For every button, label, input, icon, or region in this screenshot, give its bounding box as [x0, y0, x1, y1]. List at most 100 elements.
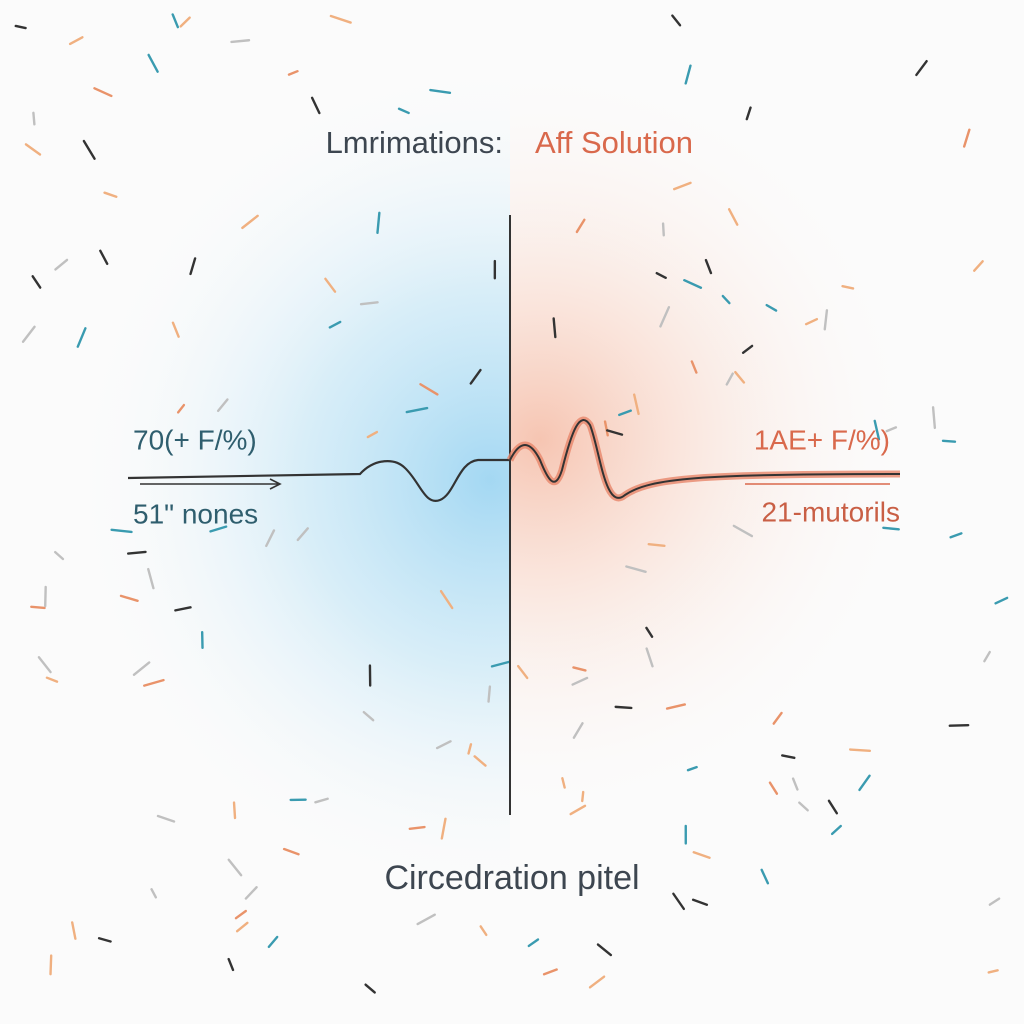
confetti-dash [429, 88, 452, 95]
confetti-dash [725, 372, 734, 386]
confetti-dash [176, 403, 186, 414]
confetti-dash [328, 320, 342, 329]
confetti-dash [53, 550, 65, 561]
confetti-dash [827, 799, 839, 815]
confetti-dash [823, 309, 829, 331]
confetti-dash [672, 181, 692, 191]
confetti-dash [179, 16, 191, 28]
confetti-dash [527, 938, 540, 948]
confetti-dash [435, 740, 452, 750]
confetti-dash [408, 825, 426, 830]
confetti-dash [614, 705, 633, 710]
confetti-dash [988, 897, 1001, 906]
confetti-dash [841, 284, 855, 290]
confetti-dash [581, 790, 585, 803]
confetti-dash [781, 754, 796, 760]
confetti-dash [572, 666, 587, 672]
confetti-dash [885, 426, 898, 433]
confetti-dash [376, 211, 381, 235]
confetti-dash [941, 439, 957, 443]
confetti-dash [671, 14, 682, 27]
confetti-dash [490, 660, 510, 668]
confetti-dash [606, 429, 624, 436]
confetti-dash [665, 703, 686, 710]
confetti-dash [227, 858, 243, 877]
confetti-dash [171, 321, 180, 338]
confetti-dash [858, 774, 871, 792]
confetti-dash [760, 868, 770, 885]
title-right: Aff Solution [535, 125, 693, 160]
confetti-dash [632, 393, 640, 416]
confetti-dash [310, 96, 321, 115]
confetti-dash [440, 817, 447, 840]
confetti-dash [76, 327, 87, 348]
confetti-dash [596, 943, 613, 957]
confetti-dash [314, 797, 329, 804]
confetti-dash [147, 53, 159, 73]
confetti-dash [45, 676, 59, 683]
confetti-dash [683, 278, 703, 289]
confetti-dash [119, 594, 139, 603]
confetti-dash [21, 325, 36, 343]
confetti-dash [244, 886, 258, 900]
confetti-dash [973, 260, 984, 272]
confetti-dash [672, 892, 686, 911]
confetti-dash [732, 524, 754, 538]
confetti-dash [948, 724, 970, 727]
confetti-dash [329, 14, 352, 24]
confetti-dash [692, 851, 711, 859]
confetti-dash [397, 107, 410, 115]
confetti-dash [686, 765, 698, 772]
confetti-dash [798, 801, 809, 812]
confetti-dash [71, 921, 77, 940]
confetti-dash [126, 550, 147, 555]
confetti-dash [516, 664, 529, 680]
confetti-dash [704, 258, 713, 275]
confetti-dash [362, 710, 375, 722]
confetti-dash [873, 419, 881, 441]
confetti-dash [588, 975, 606, 989]
confetti-dash [54, 258, 69, 271]
confetti-dash [405, 406, 429, 414]
confetti-dash [962, 128, 971, 148]
confetti-dash [603, 420, 609, 437]
confetti-dash [324, 277, 337, 293]
left-value: 70(+ F/%) [133, 424, 257, 455]
confetti-dash [150, 888, 158, 899]
confetti-dash [661, 222, 665, 237]
confetti-dash [31, 275, 42, 289]
confetti-dash [30, 605, 46, 610]
confetti-dash [241, 214, 259, 230]
confetti-dash [156, 814, 176, 823]
confetti-dash [741, 344, 754, 354]
arrow [140, 478, 282, 490]
confetti-dash [772, 711, 783, 725]
confetti-dash [230, 39, 251, 44]
confetti-dash [49, 954, 53, 976]
confetti-dash [572, 722, 584, 739]
confetti-dash [479, 925, 488, 937]
confetti-dash [561, 777, 566, 789]
confetti-dash [209, 525, 228, 533]
confetti-dash [110, 528, 133, 534]
confetti-dash [655, 271, 667, 279]
confetti-dash [768, 781, 779, 795]
wave-right [509, 419, 901, 499]
right-caption: 21-mutorils [762, 496, 900, 527]
confetti-dash [296, 527, 310, 542]
confetti-dash [552, 317, 557, 339]
confetti-dash [216, 398, 229, 413]
confetti-dash [234, 909, 248, 920]
confetti-dash [987, 969, 999, 974]
confetti-dash [419, 383, 439, 396]
wave-left [127, 458, 510, 503]
confetti-dash [569, 804, 587, 816]
confetti-dash [690, 360, 698, 374]
confetti-dash [848, 748, 872, 752]
confetti-dash [645, 626, 654, 638]
confetti-dash [734, 370, 746, 384]
confetti-dash [727, 208, 739, 226]
confetti-dash [132, 661, 151, 676]
